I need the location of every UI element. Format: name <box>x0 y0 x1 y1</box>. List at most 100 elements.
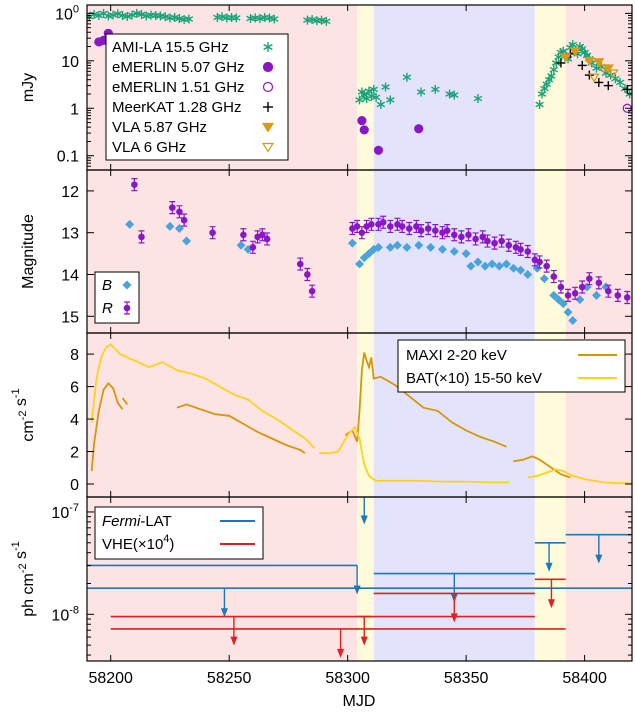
data-point <box>369 84 378 94</box>
data-point <box>269 14 279 24</box>
data-point <box>466 261 476 271</box>
data-point <box>431 84 440 94</box>
data-point <box>550 269 558 284</box>
data-point <box>125 219 135 229</box>
legend-box <box>94 506 264 560</box>
data-point <box>549 65 559 75</box>
y-axis-label-panel-3: cm-2 s-1 <box>10 388 37 441</box>
data-point <box>263 232 271 246</box>
data-point <box>317 15 326 25</box>
upper-limit <box>87 587 632 618</box>
x-tick-label: 58350 <box>444 670 489 687</box>
y-tick-label: 0.1 <box>57 149 79 166</box>
upper-limit-arrow-head <box>547 599 555 609</box>
data-point <box>614 288 622 302</box>
data-point <box>165 221 175 231</box>
data-point <box>379 215 387 229</box>
data-point <box>307 15 317 25</box>
data-point <box>358 226 366 240</box>
series-ami-la-15-5-ghz <box>87 8 632 110</box>
y-tick-label: 8 <box>70 347 79 364</box>
upper-limit <box>534 578 566 609</box>
data-point <box>353 219 361 234</box>
data-point <box>605 284 612 298</box>
series-maxi-2-20-kev <box>90 352 571 479</box>
series-bat-10-15-50-kev <box>90 343 632 485</box>
data-point <box>249 240 257 254</box>
series-line-segment <box>90 381 124 472</box>
x-tick-label: 58250 <box>207 670 252 687</box>
data-point <box>603 81 613 91</box>
data-point <box>217 12 227 22</box>
data-point <box>547 71 556 81</box>
legend-entry-label: MeerKAT 1.28 GHz <box>112 99 242 116</box>
y-tick-label: 10-8 <box>51 604 79 624</box>
upper-limit <box>373 592 535 623</box>
upper-limit <box>357 615 372 646</box>
data-point <box>571 286 579 300</box>
legend-entry-label: B <box>102 277 112 294</box>
data-point <box>184 14 194 24</box>
data-point <box>465 228 472 242</box>
legend-entry-label: BAT(×10) 15-50 keV <box>406 370 542 387</box>
data-point <box>473 94 483 104</box>
x-tick-label: 58400 <box>562 670 607 687</box>
y-tick-label: 6 <box>70 380 79 397</box>
data-point <box>575 295 585 305</box>
data-point <box>505 238 513 252</box>
data-point <box>259 228 266 242</box>
data-point <box>568 315 578 325</box>
data-point <box>578 280 586 294</box>
data-point <box>607 69 619 79</box>
data-point <box>357 115 367 126</box>
panel-plot-area <box>87 497 632 658</box>
upper-limit-arrow-head <box>230 636 238 646</box>
data-point <box>414 240 424 250</box>
panel-2: BR <box>86 169 633 334</box>
legend-entry-label: VHE(×104) <box>102 533 174 553</box>
data-point <box>623 290 631 305</box>
upper-limit <box>110 628 566 658</box>
upper-limit <box>565 533 632 564</box>
y-tick-label: 10-7 <box>51 502 79 522</box>
panel-4: Fermi-LAT VHE(×104) <box>86 496 633 662</box>
legend-panel-3: MAXI 2-20 keV BAT(×10) 15-50 keV <box>397 339 626 393</box>
data-point <box>536 255 543 269</box>
data-point <box>373 145 384 155</box>
data-point <box>563 307 573 317</box>
data-point <box>450 90 459 100</box>
series-line-segment <box>319 425 509 484</box>
data-point <box>484 234 491 248</box>
data-point <box>261 142 275 153</box>
legend-box <box>94 271 140 324</box>
data-point <box>137 9 146 19</box>
data-point <box>458 230 465 244</box>
legend-panel-4: Fermi-LAT VHE(×104) <box>94 506 264 560</box>
data-point <box>594 77 604 87</box>
data-point <box>240 228 247 242</box>
data-point <box>586 272 593 286</box>
legend-entry-label: eMERLIN 5.07 GHz <box>112 59 245 76</box>
x-axis-label: MJD <box>343 693 376 710</box>
data-point <box>498 234 505 248</box>
data-point <box>461 249 471 259</box>
data-point <box>113 9 123 19</box>
data-point <box>398 219 406 234</box>
data-point <box>123 301 131 315</box>
data-point <box>473 257 483 267</box>
data-point <box>160 12 170 22</box>
legend-box <box>105 33 289 161</box>
data-point <box>584 70 594 80</box>
upper-limit <box>534 541 566 572</box>
data-point <box>209 226 216 240</box>
data-point <box>449 247 459 256</box>
data-point <box>472 232 479 246</box>
data-point <box>577 60 587 70</box>
upper-limit-arrow-head <box>450 613 458 623</box>
data-point <box>615 77 625 87</box>
data-point <box>593 58 605 68</box>
y-axis-label-panel-4: ph cm-2 s-1 <box>10 541 37 617</box>
y-tick-label: 100 <box>55 3 79 23</box>
data-point <box>557 280 565 294</box>
series-fermi-lat <box>87 497 632 618</box>
